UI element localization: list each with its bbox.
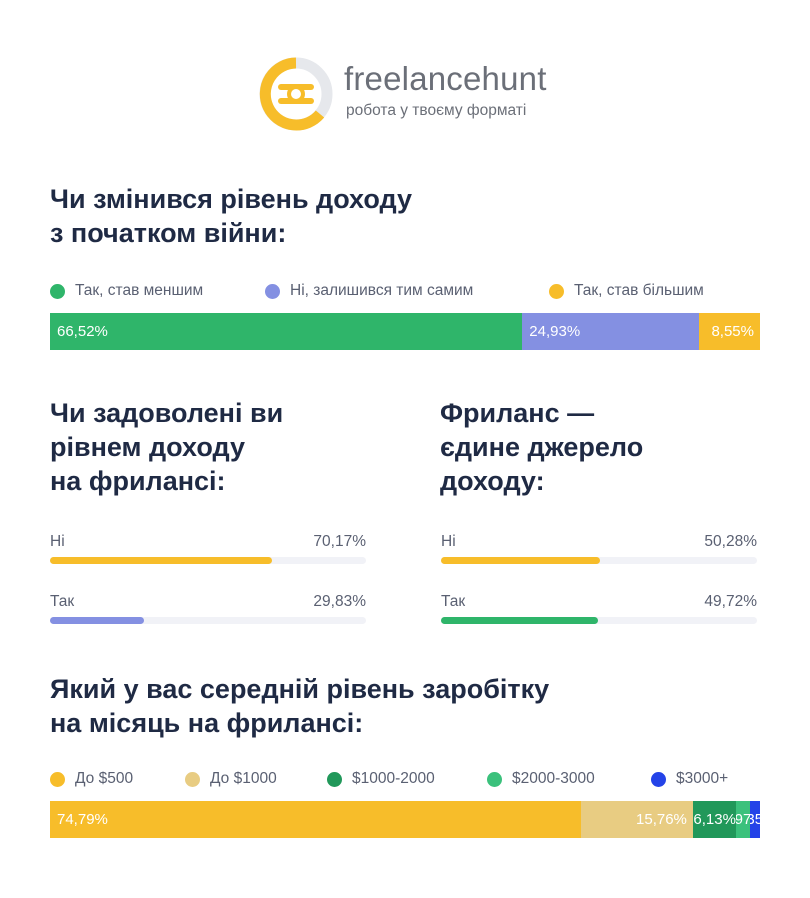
chart4-title: Який у вас середній рівень заробітку на … <box>50 672 549 740</box>
bar-category-label: Так <box>441 593 466 610</box>
bar-track <box>441 617 757 624</box>
bar-category-label: Ні <box>50 533 65 550</box>
legend-dot <box>185 771 200 787</box>
legend-label: До $1000 <box>210 770 277 787</box>
legend-dot <box>327 771 342 787</box>
bar-category-label: Так <box>50 593 75 610</box>
brand-name: freelancehunt <box>344 60 547 97</box>
bar-data-label: 1,97% <box>736 811 751 828</box>
chart2-title-line: рівнем доходу <box>50 432 245 462</box>
freelancehunt-logo-icon <box>259 57 333 131</box>
bar-category-label: Ні <box>441 533 456 550</box>
bar-segment: 8,55% <box>699 313 760 350</box>
bar-data-label: 8,55% <box>711 323 754 340</box>
chart2-title-line: Чи задоволені ви <box>50 398 284 428</box>
legend-item: $2000-3000 <box>487 768 595 790</box>
chart2-title-line: на фрилансі: <box>50 466 226 496</box>
chart1-title-line: Чи змінився рівень доходу <box>50 184 412 214</box>
bar-data-label: 66,52% <box>57 323 108 340</box>
legend-dot <box>651 771 666 787</box>
bar-data-label: 6,13% <box>693 811 736 828</box>
chart3-title-line: доходу: <box>440 466 545 496</box>
stacked-bar-monthly-earnings: 74,79% 15,76% 6,13% 1,97% 1,35% <box>50 801 760 838</box>
bar-data-label: 29,83% <box>313 593 366 610</box>
bar-data-label: 74,79% <box>57 811 108 828</box>
legend-item: Так, став меншим <box>50 280 203 302</box>
bar-fill <box>441 557 600 564</box>
chart4-title-line: на місяць на фрилансі: <box>50 708 364 738</box>
legend-label: $1000-2000 <box>352 770 435 787</box>
legend-label: До $500 <box>75 770 134 787</box>
bar-fill <box>50 617 145 624</box>
bar-segment: 1,97% <box>736 801 751 838</box>
legend-item: Ні, залишився тим самим <box>265 280 473 302</box>
legend-dot <box>487 771 502 787</box>
bar-fill <box>441 617 599 624</box>
legend-label: $2000-3000 <box>512 770 595 787</box>
brand-tagline: робота у твоєму форматі <box>346 102 527 119</box>
bar-data-label: 50,28% <box>704 533 757 550</box>
bar-segment: 6,13% <box>692 801 737 838</box>
legend-dot <box>50 283 65 299</box>
bar-segment: 24,93% <box>522 313 700 350</box>
legend-item: $1000-2000 <box>327 768 435 790</box>
bar-segment: 74,79% <box>50 801 581 838</box>
legend-item: Так, став більшим <box>549 280 704 302</box>
bar-track <box>50 557 366 564</box>
bar-track <box>50 617 366 624</box>
bar-data-label: 15,76% <box>636 811 687 828</box>
stacked-bar-income-change: 66,52% 24,93% 8,55% <box>50 313 760 350</box>
chart2-title: Чи задоволені ви рівнем доходу на фрилан… <box>50 396 283 498</box>
legend-item: $3000+ <box>651 768 728 790</box>
legend-dot <box>549 283 564 299</box>
legend-label: $3000+ <box>676 770 729 787</box>
bar-data-label: 1,35% <box>750 811 760 828</box>
legend-dot <box>50 771 65 787</box>
chart3-title: Фриланс — єдине джерело доходу: <box>440 396 643 498</box>
legend-item: До $500 <box>50 768 133 790</box>
bar-segment: 66,52% <box>50 313 523 350</box>
legend-label: Так, став більшим <box>574 282 704 299</box>
bar-fill <box>50 557 272 564</box>
brand-logo: freelancehunt робота у твоєму форматі <box>258 56 558 132</box>
bar-track <box>441 557 757 564</box>
legend-dot <box>265 283 280 299</box>
chart1-title-line: з початком війни: <box>50 218 287 248</box>
bar-data-label: 70,17% <box>313 533 366 550</box>
chart3-title-line: Фриланс — <box>440 398 595 428</box>
chart1-title: Чи змінився рівень доходу з початком вій… <box>50 182 412 250</box>
legend-item: До $1000 <box>185 768 277 790</box>
bar-data-label: 24,93% <box>529 323 581 340</box>
bar-segment: 15,76% <box>581 801 693 838</box>
bar-segment: 1,35% <box>750 801 760 838</box>
legend-label: Так, став меншим <box>75 282 204 299</box>
legend-label: Ні, залишився тим самим <box>290 282 474 299</box>
bar-data-label: 49,72% <box>704 593 757 610</box>
chart4-title-line: Який у вас середній рівень заробітку <box>50 674 550 704</box>
chart3-title-line: єдине джерело <box>440 432 644 462</box>
